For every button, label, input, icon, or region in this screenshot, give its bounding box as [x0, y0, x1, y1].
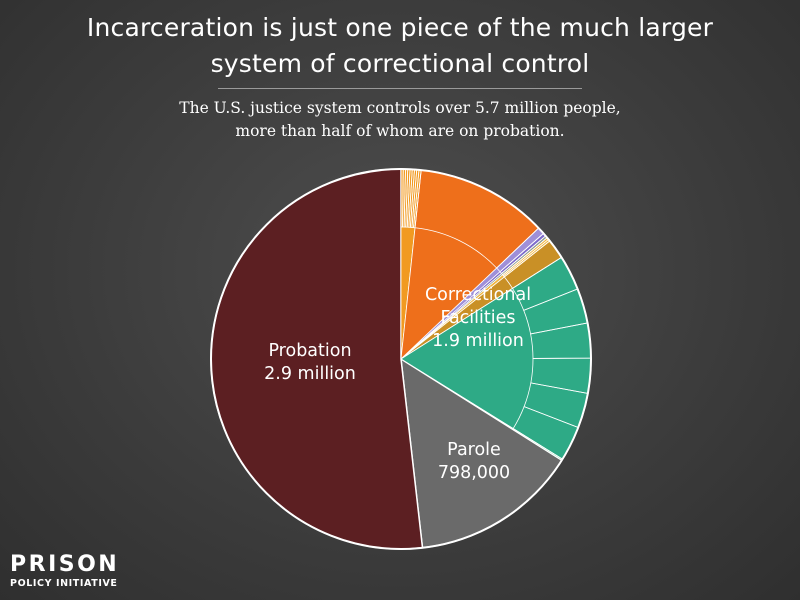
- logo-line-1: PRISON: [10, 552, 120, 577]
- chart-subtitle: The U.S. justice system controls over 5.…: [0, 97, 800, 143]
- prison-policy-initiative-logo: PRISON POLICY INITIATIVE: [10, 553, 119, 591]
- logo-line-2: POLICY INITIATIVE: [10, 578, 118, 589]
- pie-label-correctional-facilities-line-1: Correctional: [425, 285, 531, 305]
- chart-title-line-2: system of correctional control: [210, 49, 590, 78]
- title-divider: [218, 88, 582, 89]
- pie-label-correctional-facilities-line-3: 1.9 million: [432, 331, 524, 351]
- pie-label-parole-line-2: 798,000: [438, 463, 510, 483]
- chart-subtitle-line-1: The U.S. justice system controls over 5.…: [179, 99, 621, 117]
- pie-label-correctional-facilities-line-2: Facilities: [441, 308, 516, 328]
- pie-label-probation-line-1: Probation: [268, 341, 351, 361]
- chart-title-line-1: Incarceration is just one piece of the m…: [86, 13, 714, 42]
- chart-subtitle-line-2: more than half of whom are on probation.: [235, 122, 565, 140]
- chart-title: Incarceration is just one piece of the m…: [0, 10, 800, 82]
- pie-label-probation-line-2: 2.9 million: [264, 364, 356, 384]
- pie-label-parole-line-1: Parole: [447, 440, 501, 460]
- pie-outline: [210, 168, 592, 550]
